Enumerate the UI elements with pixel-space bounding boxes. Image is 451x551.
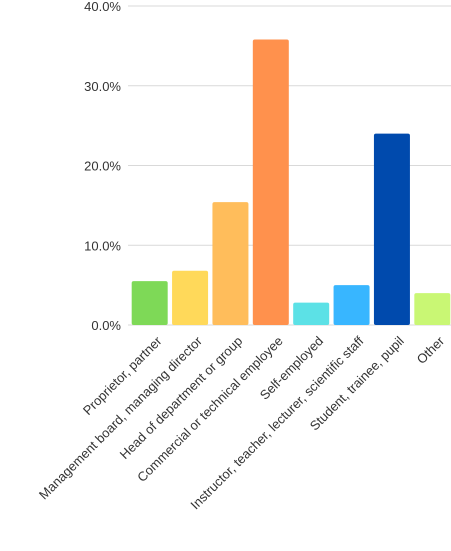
bar — [252, 39, 289, 326]
y-tick-label: 20.0% — [84, 159, 121, 174]
bar — [131, 281, 168, 325]
bar — [373, 133, 410, 325]
y-tick-label: 40.0% — [84, 0, 121, 14]
x-category-label: Commercial or technical employee — [134, 333, 286, 485]
bar — [212, 202, 249, 325]
bar — [414, 293, 451, 325]
y-tick-label: 0.0% — [91, 318, 121, 333]
bar — [293, 302, 330, 325]
bar — [333, 285, 370, 325]
y-tick-label: 10.0% — [84, 238, 121, 253]
bars — [131, 39, 451, 326]
x-category-label: Management board, managing director — [36, 333, 205, 502]
y-axis-tick-labels: 0.0% 10.0% 20.0% 30.0% 40.0% — [84, 0, 121, 333]
x-category-label: Other — [414, 333, 448, 367]
bar — [172, 270, 209, 325]
y-tick-label: 30.0% — [84, 79, 121, 94]
